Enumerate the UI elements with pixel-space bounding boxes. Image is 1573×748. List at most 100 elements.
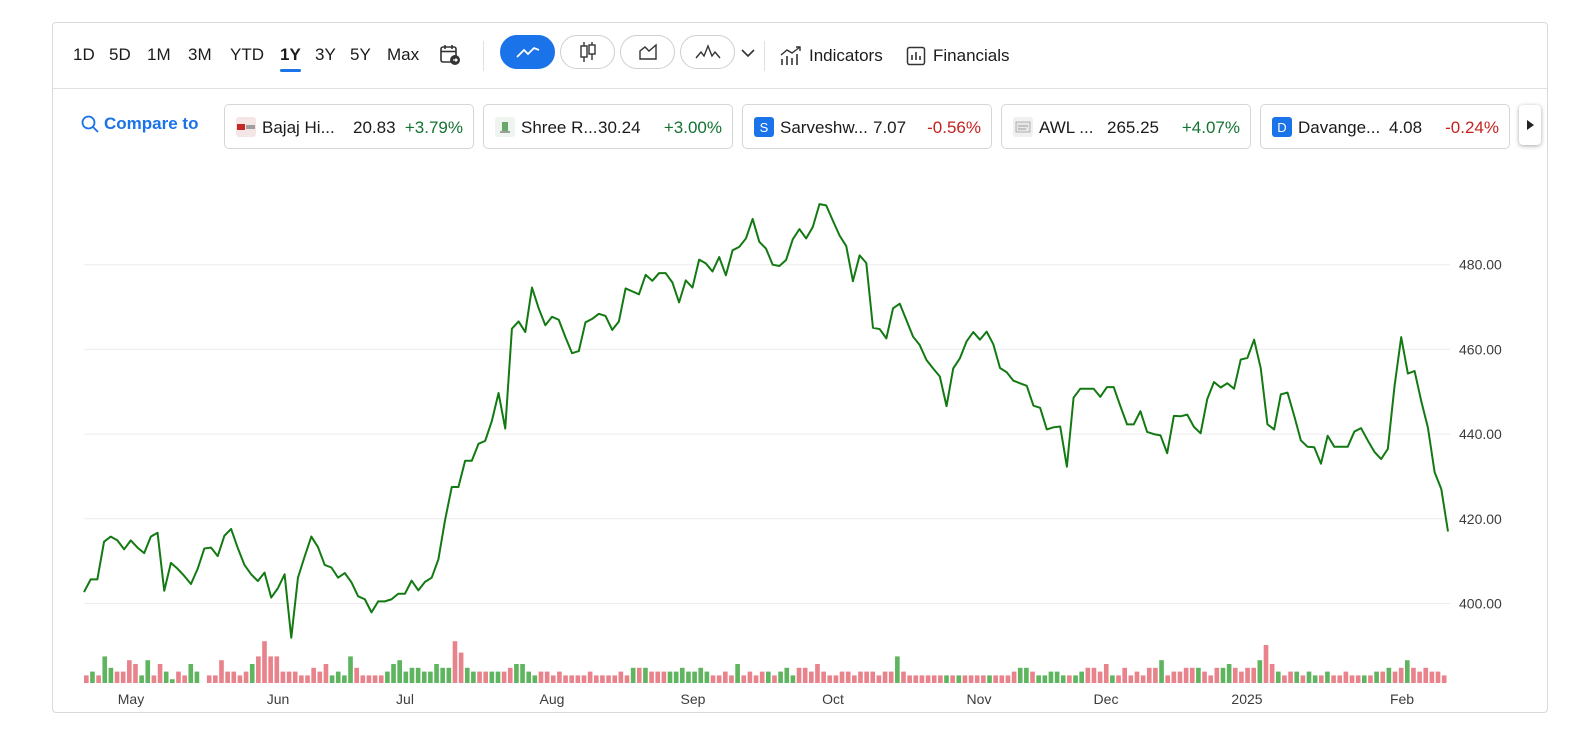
range-5y[interactable]: 5Y: [350, 45, 371, 64]
company-logo-icon: D: [1272, 117, 1292, 137]
volume-bar: [514, 664, 519, 683]
volume-bar: [458, 652, 464, 683]
range-5d[interactable]: 5D: [109, 45, 131, 64]
volume-bar: [563, 675, 568, 683]
compare-chip-shree[interactable]: Shree R... 30.24 +3.00%: [483, 104, 733, 149]
compare-chip-bajaj[interactable]: Bajaj Hi... 20.83 +3.79%: [224, 104, 474, 149]
range-3m[interactable]: 3M: [188, 45, 212, 64]
volume-bar: [428, 671, 433, 683]
volume-bar: [464, 667, 470, 683]
range-1y[interactable]: 1Y: [280, 45, 301, 72]
volume-bar: [1294, 671, 1300, 683]
range-max[interactable]: Max: [387, 45, 420, 64]
x-tick-label: Jun: [267, 691, 290, 707]
volume-bar: [1060, 675, 1066, 683]
volume-bar: [901, 671, 906, 683]
company-logo-icon: [236, 117, 256, 137]
volume-bar: [1269, 664, 1275, 683]
area-chart-button[interactable]: [620, 35, 675, 69]
volume-bar: [1349, 675, 1355, 683]
indicators-label: Indicators: [809, 46, 883, 65]
compare-chip-davangere[interactable]: D Davange... 4.08 -0.24%: [1260, 104, 1510, 149]
volume-bar: [618, 671, 624, 683]
volume-bar: [569, 675, 575, 683]
volume-bar: [378, 675, 384, 683]
volume-bar: [299, 675, 304, 683]
volume-bar: [1361, 675, 1367, 683]
volume-bar: [151, 675, 157, 683]
volume-bar: [317, 671, 323, 683]
volume-bar: [1398, 667, 1404, 683]
line-chart-button[interactable]: [500, 35, 555, 69]
volume-bar: [280, 671, 286, 683]
volume-bar: [827, 675, 833, 683]
volume-bar: [360, 675, 366, 683]
compare-chip-change: -0.24%: [1445, 118, 1499, 137]
y-tick-label: 440.00: [1459, 426, 1502, 442]
volume-bar: [987, 675, 992, 683]
chevron-down-icon[interactable]: [741, 48, 755, 58]
volume-bar: [600, 675, 605, 683]
company-logo-icon: [495, 117, 515, 137]
toolbar-divider: [483, 41, 484, 71]
volume-bar: [704, 671, 710, 683]
volume-bar: [133, 664, 138, 683]
volume-bar: [483, 671, 489, 683]
custom-date-range-icon[interactable]: [438, 43, 462, 67]
volume-bar: [1386, 667, 1392, 683]
candlestick-chart-button[interactable]: [560, 35, 615, 69]
volume-bar: [262, 641, 267, 683]
volume-bar: [507, 667, 513, 683]
volume-bar: [1024, 667, 1029, 683]
range-ytd[interactable]: YTD: [230, 45, 264, 64]
volume-bar: [858, 671, 863, 683]
compare-chip-name: Davange...: [1298, 118, 1381, 137]
compare-chip-price: 20.83: [353, 118, 396, 137]
compare-chip-price: 4.08: [1389, 118, 1423, 137]
volume-bar: [335, 671, 341, 683]
volume-bar: [661, 671, 667, 683]
compare-chip-awl[interactable]: AWL ... 265.25 +4.07%: [1001, 104, 1251, 149]
x-tick-label: Nov: [967, 691, 992, 707]
indicator-chart-button[interactable]: [680, 35, 735, 69]
compare-to-button[interactable]: Compare to: [81, 114, 198, 134]
volume-bar: [114, 671, 120, 683]
volume-bar: [403, 671, 409, 683]
volume-bar: [163, 671, 169, 683]
volume-bar: [1380, 671, 1386, 683]
range-1d[interactable]: 1D: [73, 45, 95, 64]
financials-button[interactable]: Financials: [906, 43, 1010, 69]
volume-bar: [815, 664, 820, 683]
volume-bar: [1288, 671, 1293, 683]
compare-chip-change: +3.00%: [663, 118, 722, 137]
volume-bar: [1116, 675, 1121, 683]
range-3y[interactable]: 3Y: [315, 45, 336, 64]
volume-bar: [1017, 667, 1023, 683]
compare-chip-sarveshwar[interactable]: S Sarveshw... 7.07 -0.56%: [742, 104, 992, 149]
volume-bar: [1282, 675, 1287, 683]
volume-bar: [409, 667, 415, 683]
search-icon: [81, 115, 99, 133]
volume-bar: [348, 656, 353, 683]
scroll-right-button[interactable]: [1519, 105, 1541, 145]
range-1m[interactable]: 1M: [147, 45, 171, 64]
volume-bar: [102, 656, 108, 683]
volume-bar: [845, 671, 851, 683]
volume-bar: [127, 660, 132, 683]
volume-bar: [329, 675, 335, 683]
volume-bar: [1097, 671, 1103, 683]
compare-chip-name: AWL ...: [1039, 118, 1094, 137]
x-tick-label: 2025: [1231, 691, 1262, 707]
volume-bar: [1263, 645, 1269, 683]
volume-bar: [643, 667, 648, 683]
volume-bar: [1073, 675, 1078, 683]
volume-bar: [495, 671, 501, 683]
volume-bar: [1312, 675, 1318, 683]
volume-bar: [1411, 667, 1416, 683]
volume-bar: [1134, 671, 1140, 683]
x-tick-label: Feb: [1390, 691, 1414, 707]
indicators-button[interactable]: Indicators: [780, 43, 883, 69]
stock-chart-card: 1D 5D 1M 3M YTD 1Y 3Y 5Y Max: [52, 22, 1548, 713]
volume-bar: [747, 671, 753, 683]
volume-bar: [1374, 671, 1379, 683]
